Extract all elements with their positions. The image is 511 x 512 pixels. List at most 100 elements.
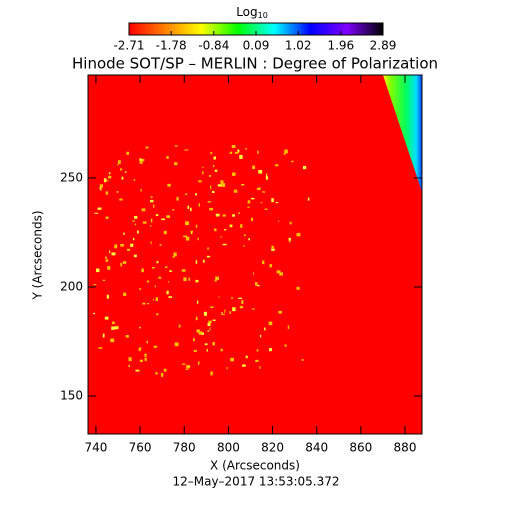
image-speck	[130, 243, 134, 247]
image-speck	[224, 309, 226, 313]
image-speck	[269, 348, 273, 352]
image-speck	[245, 355, 248, 359]
image-speck	[241, 184, 245, 186]
image-speck	[195, 260, 198, 264]
image-speck	[302, 165, 307, 170]
image-speck	[154, 285, 157, 288]
image-speck	[238, 297, 242, 300]
image-speck	[208, 175, 212, 177]
image-speck	[151, 266, 155, 269]
image-speck	[251, 308, 255, 310]
image-speck	[209, 327, 211, 331]
image-speck	[172, 209, 175, 211]
image-speck	[126, 248, 131, 251]
image-speck	[153, 298, 155, 301]
image-speck	[257, 187, 261, 189]
image-speck	[103, 178, 107, 183]
image-speck	[150, 225, 152, 227]
image-speck	[142, 221, 147, 224]
image-speck	[207, 330, 209, 332]
plot-frame	[87, 74, 423, 435]
image-speck	[132, 237, 135, 241]
y-tick-label: 250	[60, 170, 83, 184]
image-speck	[174, 145, 178, 147]
image-speck	[163, 230, 167, 235]
image-speck	[237, 149, 240, 153]
image-speck	[240, 224, 243, 228]
image-speck	[203, 311, 207, 316]
image-speck	[117, 160, 121, 164]
y-axis-label: Y (Arcseconds)	[31, 210, 45, 300]
image-speck	[208, 320, 212, 324]
colorbar-tick-label: 0.09	[243, 39, 270, 53]
image-speck	[212, 165, 215, 168]
image-speck	[214, 169, 218, 172]
image-speck	[210, 185, 212, 190]
image-speck	[153, 345, 158, 348]
x-tick-label: 840	[305, 441, 328, 455]
image-region	[383, 75, 422, 192]
image-speck	[296, 286, 300, 290]
image-speck	[211, 191, 215, 193]
image-speck	[198, 361, 200, 365]
image-speck	[233, 189, 238, 193]
image-speck	[198, 203, 201, 207]
colorbar-tick-label: -2.71	[113, 39, 144, 53]
x-tick-label: 780	[173, 441, 196, 455]
image-speck	[243, 234, 246, 237]
image-speck	[201, 171, 204, 174]
y-tick-label: 150	[60, 389, 83, 403]
image-speck	[251, 197, 255, 200]
image-speck	[241, 300, 244, 305]
image-speck	[166, 155, 169, 160]
image-speck	[93, 284, 97, 286]
image-speck	[187, 205, 190, 209]
image-speck	[134, 216, 138, 219]
image-speck	[100, 187, 102, 191]
image-speck	[174, 162, 178, 166]
image-speck	[134, 223, 137, 226]
image-speck	[158, 276, 162, 279]
image-speck	[220, 236, 223, 238]
image-speck	[120, 243, 124, 247]
image-speck	[141, 158, 145, 162]
image-speck	[105, 259, 109, 262]
image-speck	[139, 161, 143, 164]
image-speck	[128, 364, 130, 368]
image-speck	[206, 255, 211, 258]
image-speck	[138, 347, 141, 352]
image-speck	[287, 325, 290, 330]
image-speck	[212, 319, 216, 321]
image-speck	[255, 359, 259, 363]
image-speck	[220, 180, 224, 184]
image-speck	[197, 237, 199, 241]
image-speck	[169, 270, 172, 273]
image-speck	[215, 276, 220, 281]
image-speck	[210, 371, 213, 376]
image-speck	[150, 241, 152, 245]
image-speck	[178, 324, 181, 328]
image-speck	[271, 198, 274, 203]
image-speck	[147, 303, 150, 305]
image-speck	[139, 359, 143, 362]
colorbar-tick-label: -1.78	[156, 39, 187, 53]
image-speck	[108, 172, 111, 175]
x-tick-label: 800	[217, 441, 240, 455]
image-speck	[159, 244, 162, 246]
image-speck	[283, 153, 286, 155]
image-speck	[99, 184, 104, 188]
image-speck	[202, 166, 204, 168]
image-speck	[243, 245, 245, 247]
colorbar-tick-label: 2.89	[370, 39, 397, 53]
image-speck	[139, 288, 142, 290]
colorbar-tick-label: 1.96	[327, 39, 354, 53]
image-speck	[260, 202, 263, 204]
y-tick-label: 200	[60, 279, 83, 293]
image-speck	[190, 231, 193, 235]
image-speck	[214, 228, 217, 232]
image-field	[88, 75, 422, 434]
image-speck	[108, 175, 112, 179]
image-speck	[163, 368, 167, 372]
image-speck	[126, 151, 130, 155]
